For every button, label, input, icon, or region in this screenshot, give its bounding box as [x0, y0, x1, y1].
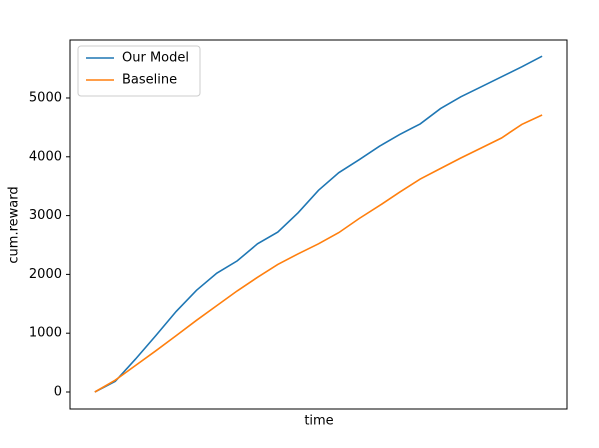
y-tick-label: 1000	[29, 326, 62, 341]
legend-label: Baseline	[122, 73, 177, 88]
series-line	[94, 55, 543, 393]
y-axis-label: cum.reward	[7, 186, 22, 263]
legend-label: Our Model	[122, 51, 189, 66]
y-tick-label: 2000	[29, 267, 62, 282]
y-tick-label: 4000	[29, 149, 62, 164]
y-tick-label: 3000	[29, 208, 62, 223]
x-axis-label: time	[304, 414, 333, 429]
y-tick-label: 0	[54, 385, 62, 400]
series-line	[94, 114, 543, 393]
y-tick-label: 5000	[29, 90, 62, 105]
axes-frame	[69, 39, 568, 410]
